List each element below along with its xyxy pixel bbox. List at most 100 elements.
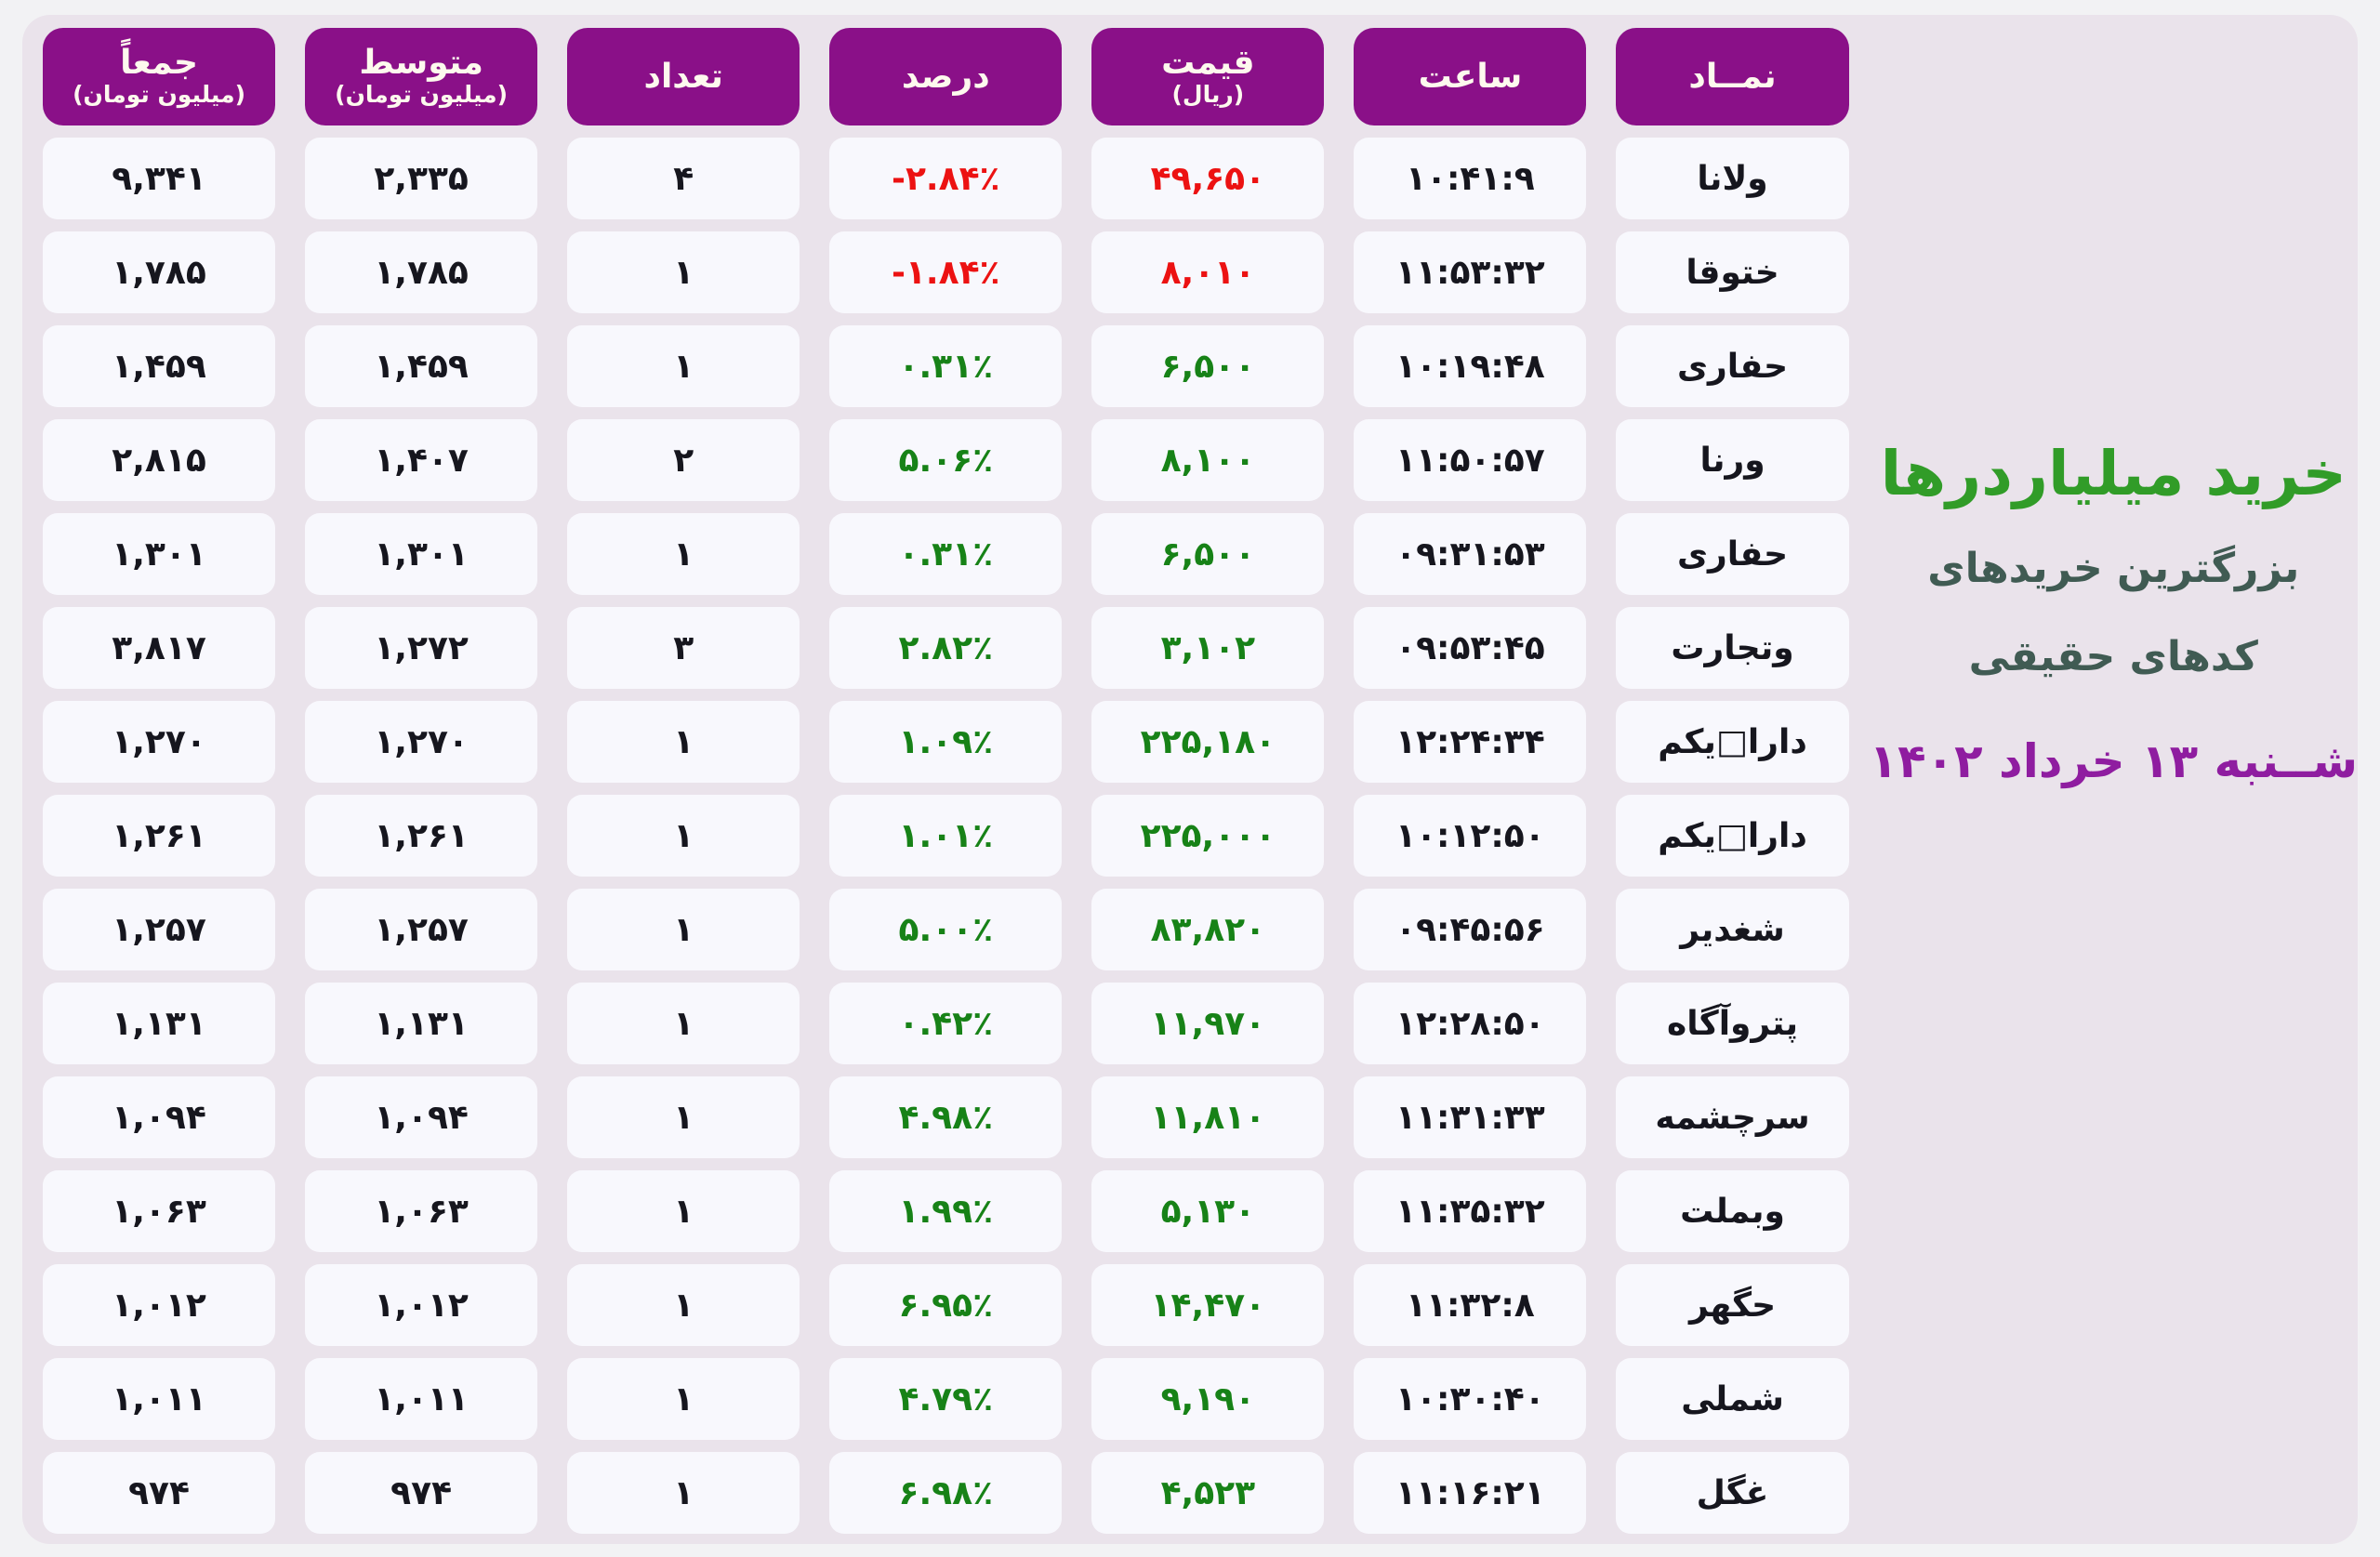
- cell-percent: ۰.۳۱٪: [829, 513, 1063, 595]
- cell-average: ۱,۰۱۱: [305, 1358, 538, 1440]
- column-header-unit: (میلیون تومان): [73, 81, 246, 109]
- column-header-label: ساعت: [1418, 57, 1523, 96]
- column-header-average: متوسط (میلیون تومان): [305, 28, 538, 125]
- column-header-label: قیمت: [1161, 44, 1255, 83]
- cell-count: ۱: [567, 1264, 800, 1346]
- cell-time: ۰۹:۴۵:۵۶: [1354, 889, 1587, 970]
- cell-average: ۲,۳۳۵: [305, 138, 538, 219]
- cell-time: ۱۰:۳۰:۴۰: [1354, 1358, 1587, 1440]
- cell-total: ۹,۳۴۱: [43, 138, 276, 219]
- subtitle-line-1: بزرگترین خریدهای: [1927, 545, 2300, 592]
- cell-percent: ۵.۰۶٪: [829, 419, 1063, 501]
- column-header-label: متوسط: [359, 44, 483, 83]
- cell-total: ۳,۸۱۷: [43, 607, 276, 689]
- cell-time: ۱۲:۲۴:۳۴: [1354, 701, 1587, 783]
- cell-average: ۱,۳۰۱: [305, 513, 538, 595]
- cell-symbol: ولانا: [1616, 138, 1849, 219]
- cell-percent: ۶.۹۵٪: [829, 1264, 1063, 1346]
- column-header-price: قیمت (ریال): [1091, 28, 1325, 125]
- cell-price: ۸,۰۱۰: [1091, 231, 1325, 313]
- cell-count: ۲: [567, 419, 800, 501]
- cell-price: ۱۱,۸۱۰: [1091, 1076, 1325, 1158]
- column-header-symbol: نمــاد: [1616, 28, 1849, 125]
- column-header-unit: (ریال): [1171, 81, 1245, 109]
- cell-symbol: غگل: [1616, 1452, 1849, 1534]
- cell-total: ۱,۱۳۱: [43, 983, 276, 1064]
- cell-average: ۱,۱۳۱: [305, 983, 538, 1064]
- cell-count: ۱: [567, 231, 800, 313]
- cell-price: ۹,۱۹۰: [1091, 1358, 1325, 1440]
- column-header-percent: درصد: [829, 28, 1063, 125]
- cell-total: ۱,۲۵۷: [43, 889, 276, 970]
- cell-time: ۰۹:۵۳:۴۵: [1354, 607, 1587, 689]
- cell-average: ۱,۴۵۹: [305, 325, 538, 407]
- cell-count: ۱: [567, 1076, 800, 1158]
- cell-percent: -۲.۸۴٪: [829, 138, 1063, 219]
- cell-count: ۱: [567, 1170, 800, 1252]
- cell-count: ۱: [567, 701, 800, 783]
- cell-total: ۱,۰۶۳: [43, 1170, 276, 1252]
- cell-count: ۱: [567, 513, 800, 595]
- cell-average: ۱,۷۸۵: [305, 231, 538, 313]
- column-header-time: ساعت: [1354, 28, 1587, 125]
- cell-symbol: دارا□یکم: [1616, 701, 1849, 783]
- cell-count: ۱: [567, 1358, 800, 1440]
- cell-symbol: دارا□یکم: [1616, 795, 1849, 877]
- cell-average: ۱,۰۶۳: [305, 1170, 538, 1252]
- cell-symbol: حگهر: [1616, 1264, 1849, 1346]
- cell-count: ۱: [567, 983, 800, 1064]
- cell-time: ۱۱:۳۵:۳۲: [1354, 1170, 1587, 1252]
- cell-percent: ۴.۹۸٪: [829, 1076, 1063, 1158]
- cell-total: ۱,۴۵۹: [43, 325, 276, 407]
- cell-price: ۶,۵۰۰: [1091, 513, 1325, 595]
- cell-price: ۸,۱۰۰: [1091, 419, 1325, 501]
- column-header-count: تعداد: [567, 28, 800, 125]
- cell-symbol: شغدیر: [1616, 889, 1849, 970]
- column-header-total: جمعاً (میلیون تومان): [43, 28, 276, 125]
- cell-percent: ۲.۸۲٪: [829, 607, 1063, 689]
- cell-symbol: شملی: [1616, 1358, 1849, 1440]
- column-header-unit: (میلیون تومان): [335, 81, 509, 109]
- cell-total: ۱,۲۷۰: [43, 701, 276, 783]
- cell-price: ۲۲۵,۱۸۰: [1091, 701, 1325, 783]
- cell-percent: ۵.۰۰٪: [829, 889, 1063, 970]
- cell-time: ۱۱:۵۳:۳۲: [1354, 231, 1587, 313]
- cell-percent: ۱.۰۱٪: [829, 795, 1063, 877]
- cell-price: ۲۲۵,۰۰۰: [1091, 795, 1325, 877]
- cell-symbol: سرچشمه: [1616, 1076, 1849, 1158]
- cell-average: ۱,۰۱۲: [305, 1264, 538, 1346]
- cell-count: ۱: [567, 1452, 800, 1534]
- cell-symbol: حفاری: [1616, 513, 1849, 595]
- cell-count: ۱: [567, 795, 800, 877]
- cell-price: ۴۹,۶۵۰: [1091, 138, 1325, 219]
- date-label: شــنبه ۱۳ خرداد ۱۴۰۲: [1869, 734, 2358, 788]
- cell-price: ۳,۱۰۲: [1091, 607, 1325, 689]
- cell-price: ۵,۱۳۰: [1091, 1170, 1325, 1252]
- cell-percent: ۴.۷۹٪: [829, 1358, 1063, 1440]
- cell-average: ۱,۲۶۱: [305, 795, 538, 877]
- cell-count: ۴: [567, 138, 800, 219]
- cell-total: ۱,۰۹۴: [43, 1076, 276, 1158]
- cell-average: ۱,۲۷۲: [305, 607, 538, 689]
- page-title: خرید میلیاردرها: [1880, 438, 2347, 509]
- cell-price: ۸۳,۸۲۰: [1091, 889, 1325, 970]
- cell-percent: ۱.۰۹٪: [829, 701, 1063, 783]
- cell-time: ۱۱:۳۲:۸: [1354, 1264, 1587, 1346]
- cell-count: ۱: [567, 325, 800, 407]
- cell-total: ۹۷۴: [43, 1452, 276, 1534]
- cell-total: ۱,۲۶۱: [43, 795, 276, 877]
- cell-time: ۱۱:۳۱:۳۳: [1354, 1076, 1587, 1158]
- cell-total: ۱,۳۰۱: [43, 513, 276, 595]
- cell-price: ۱۴,۴۷۰: [1091, 1264, 1325, 1346]
- cell-price: ۶,۵۰۰: [1091, 325, 1325, 407]
- cell-average: ۱,۲۷۰: [305, 701, 538, 783]
- infographic-panel: نمــاد ساعت قیمت (ریال) درصد تعداد متوسط (میلیو…: [22, 15, 2358, 1544]
- cell-symbol: وتجارت: [1616, 607, 1849, 689]
- cell-symbol: ختوقا: [1616, 231, 1849, 313]
- cell-count: ۳: [567, 607, 800, 689]
- cell-symbol: پتروآگاه: [1616, 983, 1849, 1064]
- cell-percent: ۶.۹۸٪: [829, 1452, 1063, 1534]
- cell-time: ۱۱:۱۶:۲۱: [1354, 1452, 1587, 1534]
- cell-total: ۱,۰۱۲: [43, 1264, 276, 1346]
- cell-symbol: ورنا: [1616, 419, 1849, 501]
